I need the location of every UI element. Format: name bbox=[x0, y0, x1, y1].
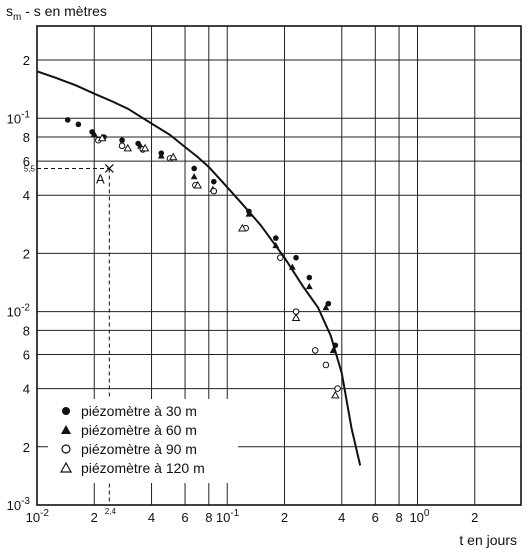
x-tick-label: 6 bbox=[181, 510, 188, 525]
y-tick-label: 10-3 bbox=[7, 496, 31, 513]
data-point-series-1 bbox=[325, 300, 332, 307]
y-tick-labels: 10-3 2 4 6 8 10-2 2 4 6 8 10-1 2 bbox=[7, 53, 31, 513]
data-point-series-2 bbox=[329, 347, 337, 354]
legend-label: piézomètre à 90 m bbox=[81, 441, 197, 457]
data-point-series-3 bbox=[210, 187, 218, 195]
data-point-series-3 bbox=[334, 385, 341, 392]
y-tick-label: 2 bbox=[23, 53, 30, 68]
data-point-series-1 bbox=[75, 121, 82, 128]
data-point-series-1 bbox=[211, 178, 217, 185]
legend-marker bbox=[62, 407, 70, 415]
legend-marker bbox=[59, 461, 73, 473]
data-point-series-3 bbox=[322, 361, 330, 369]
data-points bbox=[64, 117, 341, 399]
annotation-y-value: 5,5 bbox=[24, 164, 36, 173]
data-point-series-3 bbox=[118, 142, 126, 150]
annotation-letter: A bbox=[96, 171, 105, 186]
x-tick-label: 2 bbox=[91, 510, 98, 525]
x-axis-title: t en jours bbox=[459, 532, 517, 548]
y-tick-label: 4 bbox=[23, 188, 30, 203]
y-tick-label: 6 bbox=[23, 348, 30, 363]
data-point-series-4 bbox=[168, 152, 178, 161]
x-tick-labels: 10-2 2 4 6 8 10-1 2 4 6 8 100 2 bbox=[26, 508, 479, 525]
y-tick-label: 10-1 bbox=[7, 109, 31, 126]
x-tick-label: 10-2 bbox=[26, 508, 50, 525]
y-tick-label: 2 bbox=[23, 246, 30, 261]
x-tick-label: 2 bbox=[471, 510, 478, 525]
annotation-cross bbox=[104, 164, 114, 173]
data-point-series-1 bbox=[119, 137, 125, 144]
data-point-series-4 bbox=[123, 143, 133, 152]
data-point-series-3 bbox=[276, 254, 284, 262]
data-point-series-4 bbox=[97, 133, 107, 142]
data-point-series-4 bbox=[140, 143, 150, 152]
data-point-series-4 bbox=[291, 313, 301, 321]
data-point-series-2 bbox=[157, 152, 165, 159]
data-point-series-2 bbox=[288, 263, 296, 270]
data-point-series-3 bbox=[311, 347, 319, 354]
data-point-series-4 bbox=[238, 223, 247, 232]
y-tick-label: 8 bbox=[23, 323, 30, 338]
x-tick-label: 8 bbox=[395, 510, 402, 525]
data-point-series-1 bbox=[191, 165, 197, 172]
y-tick-label: 10-2 bbox=[7, 303, 31, 320]
data-point-series-1 bbox=[273, 235, 279, 241]
x-tick-label: 100 bbox=[409, 508, 429, 525]
data-point-series-1 bbox=[293, 254, 299, 261]
data-point-series-2 bbox=[245, 210, 253, 217]
data-point-series-2 bbox=[305, 283, 313, 290]
y-tick-label: 6 bbox=[23, 154, 30, 169]
x-tick-label: 10-1 bbox=[216, 508, 240, 525]
legend: piézomètre à 30 m piézomètre à 60 m piézom… bbox=[48, 399, 238, 483]
x-tick-label: 8 bbox=[205, 510, 212, 525]
annotation-x-value: 2,4 bbox=[105, 507, 117, 516]
data-point-series-2 bbox=[190, 173, 198, 180]
y-tick-label: 4 bbox=[23, 382, 30, 397]
legend-marker-shape bbox=[59, 461, 73, 473]
data-point-series-4 bbox=[331, 390, 340, 399]
legend-label: piézomètre à 30 m bbox=[81, 403, 197, 419]
legend-marker bbox=[61, 425, 71, 434]
data-point-series-1 bbox=[332, 342, 339, 349]
x-tick-label: 4 bbox=[148, 510, 155, 525]
curve-layer bbox=[36, 70, 362, 466]
legend-marker-shape bbox=[62, 407, 70, 415]
data-point-series-1 bbox=[64, 117, 71, 123]
y-tick-label: 8 bbox=[23, 130, 30, 145]
legend-marker-shape bbox=[61, 425, 71, 434]
plot-frame bbox=[36, 25, 522, 506]
y-axis-title: sm - s en mètres bbox=[6, 3, 107, 23]
legend-marker-shape bbox=[61, 444, 71, 454]
data-point-series-1 bbox=[306, 274, 313, 281]
legend-marker bbox=[61, 444, 71, 454]
legend-label: piézomètre à 60 m bbox=[81, 422, 197, 438]
data-point-series-2 bbox=[322, 304, 330, 311]
data-point-series-2 bbox=[272, 242, 280, 249]
x-tick-label: 2 bbox=[281, 510, 288, 525]
legend-label: piézomètre à 120 m bbox=[81, 460, 205, 476]
y-tick-label: 2 bbox=[23, 440, 30, 455]
data-point-series-4 bbox=[193, 180, 203, 189]
x-tick-label: 6 bbox=[372, 510, 379, 525]
theoretical-curve bbox=[36, 70, 362, 466]
data-point-series-2 bbox=[90, 130, 98, 137]
x-tick-label: 4 bbox=[338, 510, 345, 525]
legend-background bbox=[48, 399, 238, 483]
